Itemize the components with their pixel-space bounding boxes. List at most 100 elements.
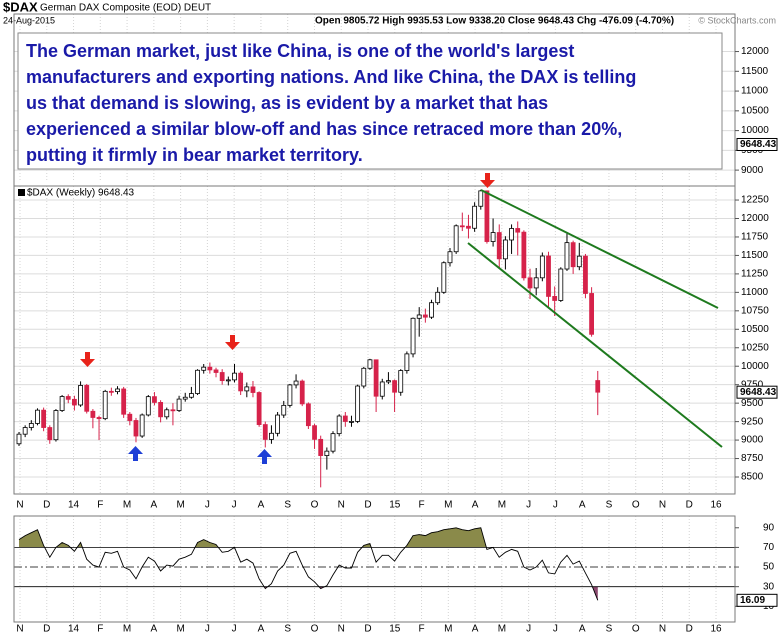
candle-body bbox=[373, 359, 379, 397]
x-tick-label: 15 bbox=[389, 624, 401, 635]
x-tick-label: 16 bbox=[710, 624, 722, 635]
candle-body bbox=[367, 359, 373, 369]
overbought-fill bbox=[19, 527, 598, 548]
annotation-line: manufacturers and exporting nations. And… bbox=[26, 67, 636, 87]
candle-body bbox=[201, 366, 207, 371]
x-tick-label: O bbox=[311, 500, 319, 511]
candle-body bbox=[472, 205, 478, 229]
y-tick-label: 11250 bbox=[741, 269, 769, 280]
last-value-box bbox=[736, 593, 778, 607]
up-arrow bbox=[257, 449, 272, 464]
candle-body bbox=[429, 302, 434, 318]
x-tick-label: A bbox=[258, 624, 265, 635]
candle-body bbox=[269, 432, 274, 440]
date: 24-Aug-2015 bbox=[3, 15, 55, 25]
x-tick-label: O bbox=[311, 624, 319, 635]
y-tick-label: 10500 bbox=[741, 324, 769, 335]
candle-body bbox=[392, 380, 397, 393]
last-value-box bbox=[736, 137, 778, 151]
trend-lines bbox=[467, 189, 723, 448]
annotation-line: The German market, just like China, is o… bbox=[26, 41, 574, 61]
candle-body bbox=[490, 232, 496, 242]
annotation-line: experienced a similar blow-off and has s… bbox=[26, 119, 622, 139]
candle-body bbox=[312, 425, 317, 440]
x-tick-label: J bbox=[205, 500, 210, 511]
y-tick-label: 30 bbox=[763, 581, 775, 592]
arrows bbox=[80, 173, 495, 464]
candle-body bbox=[145, 396, 151, 416]
x-tick-label: M bbox=[498, 624, 506, 635]
candle-body bbox=[342, 415, 348, 422]
x-tick-label: A bbox=[579, 500, 586, 511]
x-tick-label: A bbox=[151, 624, 158, 635]
candle-body bbox=[546, 255, 551, 297]
last-value-label: 16.09 bbox=[740, 595, 765, 606]
candle-body bbox=[441, 262, 447, 293]
rsi-frame bbox=[13, 515, 736, 623]
y-tick-label: 50 bbox=[763, 562, 775, 573]
candle-body bbox=[527, 277, 533, 289]
candle-body bbox=[170, 409, 176, 412]
y-tick-label: 12000 bbox=[741, 46, 769, 57]
candle-body bbox=[447, 251, 453, 264]
candle-body bbox=[379, 381, 385, 397]
candle-body bbox=[65, 396, 71, 400]
candle-body bbox=[121, 388, 127, 415]
y-tick-label: 70 bbox=[763, 542, 775, 553]
y-tick-label: 12250 bbox=[741, 195, 769, 206]
x-tick-label: S bbox=[606, 624, 613, 635]
candle-body bbox=[404, 353, 410, 371]
labels: 12250 12000 11750 11500 11250 11000 10750 10500… bbox=[16, 46, 778, 635]
x-tick-label: 16 bbox=[710, 500, 722, 511]
x-tick-label: M bbox=[498, 500, 506, 511]
y-tick-label: 8500 bbox=[741, 472, 764, 483]
candle-body bbox=[552, 296, 558, 301]
candle-body bbox=[188, 393, 194, 398]
candle-body bbox=[115, 388, 120, 393]
x-tick-label: 15 bbox=[389, 500, 401, 511]
candle-body bbox=[22, 427, 28, 435]
y-tick-label: 9750 bbox=[741, 379, 764, 390]
symbol: $DAX bbox=[3, 0, 38, 14]
x-tick-label: A bbox=[151, 500, 158, 511]
x-tick-label: A bbox=[472, 500, 479, 511]
candle-body bbox=[410, 317, 416, 355]
x-tick-label: O bbox=[632, 624, 640, 635]
x-tick-label: M bbox=[123, 624, 131, 635]
candle-body bbox=[47, 427, 53, 441]
y-tick-label: 10750 bbox=[741, 305, 769, 316]
y-tick-label: 10000 bbox=[741, 361, 769, 372]
y-tick-label: 9500 bbox=[741, 398, 764, 409]
x-tick-label: 14 bbox=[68, 624, 80, 635]
quote: Open 9805.72 High 9935.53 Low 9338.20 Cl… bbox=[315, 16, 674, 27]
candle-body bbox=[361, 367, 367, 387]
candle-body bbox=[336, 415, 342, 435]
down-arrow bbox=[225, 335, 240, 350]
candle-body bbox=[158, 402, 164, 418]
y-tick-label: 9250 bbox=[741, 416, 764, 427]
candle-body bbox=[232, 372, 237, 381]
candle-body bbox=[287, 384, 293, 406]
last-value-box bbox=[736, 385, 778, 399]
annotation-box bbox=[17, 32, 723, 170]
x-tick-label: D bbox=[43, 624, 50, 635]
y-tick-label: 11750 bbox=[741, 232, 769, 243]
candle-body bbox=[422, 314, 428, 318]
candle-body bbox=[59, 396, 65, 411]
x-tick-label: J bbox=[232, 624, 237, 635]
x-tick-label: N bbox=[659, 500, 666, 511]
candle-body bbox=[564, 242, 570, 270]
candle-body bbox=[355, 385, 361, 422]
marks bbox=[14, 189, 735, 601]
upper-trend-line bbox=[480, 189, 719, 309]
credit: © StockCharts.com bbox=[698, 15, 776, 25]
candle-body bbox=[164, 409, 170, 418]
candle-body bbox=[330, 433, 336, 452]
x-tick-label: 14 bbox=[68, 500, 80, 511]
candle-body bbox=[53, 410, 59, 441]
y-tick-label: 11500 bbox=[741, 250, 769, 261]
candle-body bbox=[539, 255, 545, 279]
candle-body bbox=[72, 398, 77, 406]
x-tick-label: S bbox=[284, 500, 291, 511]
candle-body bbox=[466, 225, 471, 229]
